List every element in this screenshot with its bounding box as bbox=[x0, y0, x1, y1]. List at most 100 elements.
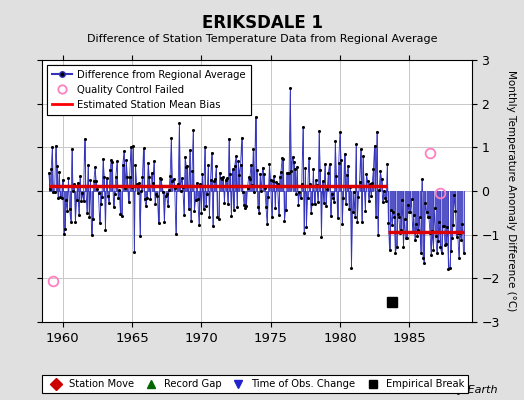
Point bbox=[360, 182, 368, 189]
Point bbox=[248, 182, 256, 189]
Point bbox=[198, 170, 206, 177]
Point bbox=[410, 212, 418, 218]
Point bbox=[47, 166, 56, 172]
Point bbox=[339, 195, 347, 201]
Point bbox=[258, 164, 267, 171]
Point bbox=[249, 146, 257, 152]
Point bbox=[331, 138, 340, 144]
Point bbox=[121, 184, 129, 191]
Point bbox=[277, 168, 285, 175]
Point bbox=[45, 170, 53, 176]
Point bbox=[234, 158, 243, 164]
Text: ERIKSDALE 1: ERIKSDALE 1 bbox=[202, 14, 322, 32]
Point bbox=[129, 143, 137, 149]
Point bbox=[174, 181, 182, 188]
Point bbox=[231, 163, 239, 169]
Point bbox=[83, 209, 91, 216]
Point bbox=[429, 246, 438, 253]
Point bbox=[368, 180, 376, 186]
Point bbox=[446, 248, 455, 254]
Point bbox=[120, 148, 128, 155]
Point bbox=[168, 178, 177, 184]
Point bbox=[421, 200, 430, 206]
Point bbox=[279, 156, 288, 162]
Point bbox=[308, 201, 316, 207]
Point bbox=[50, 188, 59, 195]
Point bbox=[315, 128, 323, 135]
Point bbox=[91, 164, 99, 170]
Point bbox=[284, 170, 292, 176]
Point bbox=[256, 170, 265, 177]
Point bbox=[165, 187, 173, 193]
Point bbox=[96, 201, 105, 207]
Point bbox=[190, 208, 199, 214]
Point bbox=[135, 180, 143, 187]
Point bbox=[404, 202, 412, 208]
Text: Berkeley Earth: Berkeley Earth bbox=[416, 385, 498, 395]
Point bbox=[46, 186, 54, 192]
Point bbox=[139, 145, 148, 152]
Point bbox=[302, 224, 311, 230]
Point bbox=[175, 120, 183, 126]
Point bbox=[224, 201, 232, 207]
Point bbox=[149, 180, 157, 186]
Point bbox=[162, 191, 171, 198]
Point bbox=[100, 174, 108, 180]
Text: Difference of Station Temperature Data from Regional Average: Difference of Station Temperature Data f… bbox=[87, 34, 437, 44]
Point bbox=[455, 255, 463, 261]
Point bbox=[439, 223, 447, 230]
Point bbox=[122, 157, 130, 164]
Point bbox=[450, 192, 458, 198]
Point bbox=[157, 176, 165, 182]
Point bbox=[211, 176, 220, 182]
Point bbox=[213, 214, 222, 220]
Point bbox=[163, 203, 172, 209]
Point bbox=[215, 169, 224, 176]
Point bbox=[389, 209, 397, 215]
Point bbox=[158, 182, 166, 189]
Point bbox=[310, 201, 319, 208]
Point bbox=[209, 223, 217, 230]
Point bbox=[351, 214, 359, 220]
Point bbox=[442, 241, 451, 248]
Point bbox=[343, 171, 351, 178]
Point bbox=[230, 207, 238, 214]
Point bbox=[445, 265, 454, 271]
Point bbox=[443, 224, 452, 230]
Point bbox=[341, 150, 349, 157]
Point bbox=[314, 199, 322, 206]
Point bbox=[252, 114, 260, 120]
Point bbox=[137, 188, 146, 194]
Point bbox=[405, 208, 413, 215]
Point bbox=[124, 199, 133, 205]
Point bbox=[93, 186, 102, 192]
Point bbox=[353, 219, 362, 225]
Point bbox=[170, 184, 179, 191]
Point bbox=[342, 200, 350, 207]
Point bbox=[89, 216, 97, 222]
Point bbox=[184, 206, 193, 212]
Point bbox=[182, 164, 191, 170]
Point bbox=[370, 142, 379, 149]
Point bbox=[67, 218, 75, 225]
Point bbox=[246, 176, 254, 182]
Point bbox=[107, 156, 115, 163]
Point bbox=[73, 180, 82, 186]
Point bbox=[116, 210, 125, 217]
Point bbox=[223, 175, 231, 182]
Point bbox=[365, 198, 373, 204]
Point bbox=[185, 147, 194, 154]
Point bbox=[69, 188, 78, 195]
Point bbox=[146, 196, 155, 202]
Point bbox=[325, 161, 334, 167]
Point bbox=[294, 202, 302, 208]
Point bbox=[259, 170, 268, 177]
Point bbox=[451, 208, 460, 214]
Point bbox=[90, 178, 98, 184]
Point bbox=[180, 212, 188, 218]
Point bbox=[378, 198, 387, 205]
Point bbox=[240, 202, 248, 208]
Point bbox=[245, 174, 253, 180]
Point bbox=[422, 209, 431, 216]
Point bbox=[417, 250, 425, 256]
